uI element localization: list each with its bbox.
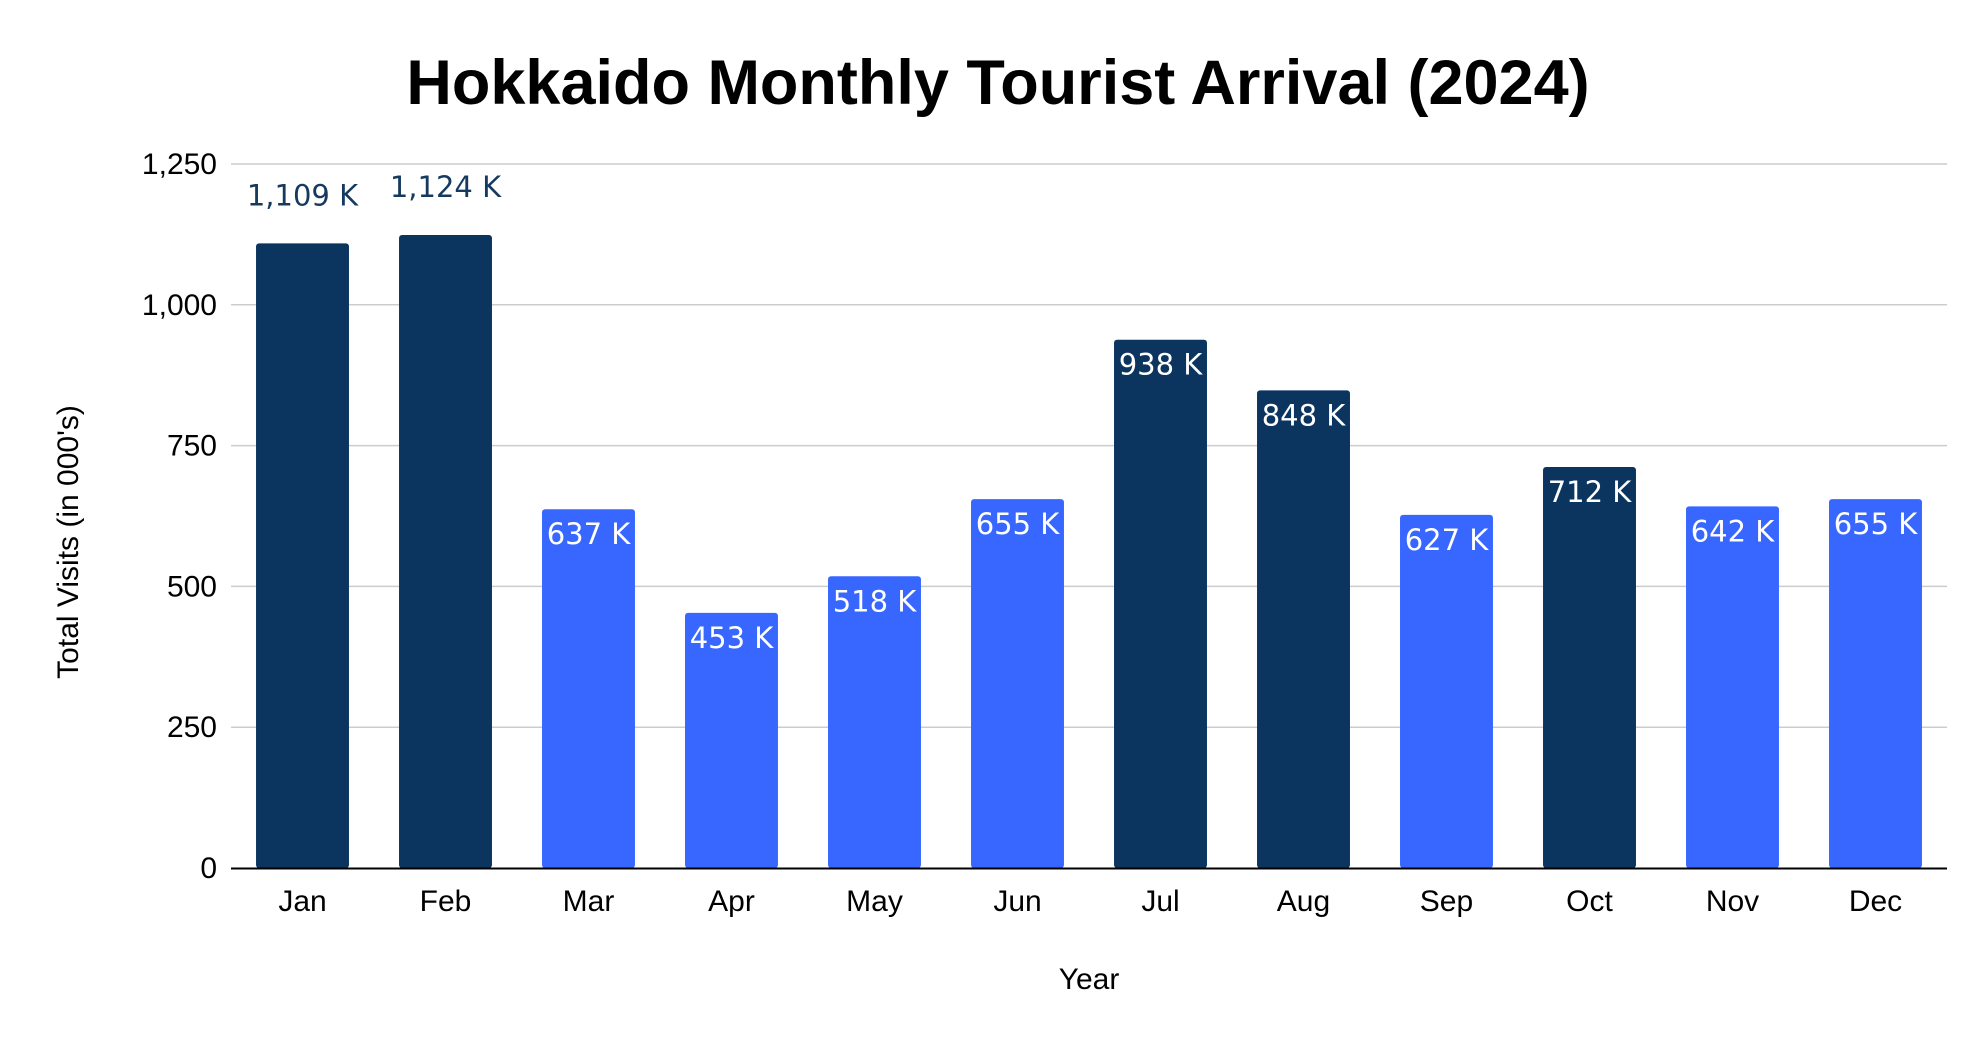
x-tick-label: Jan [278, 885, 326, 918]
x-axis-ticks: Jan Feb Mar Apr May Jun Jul Aug Sep Oct Nov Dec [278, 885, 1902, 918]
data-label: 938 K [1119, 348, 1204, 382]
data-label: 453 K [690, 621, 775, 655]
bar-dec [1829, 499, 1922, 868]
y-tick-label: 250 [167, 711, 217, 744]
bars [256, 234, 1922, 869]
x-axis-title: Year [1059, 963, 1120, 996]
x-tick-label: Aug [1277, 885, 1330, 918]
bar-sep [1400, 514, 1493, 868]
bar-feb [399, 234, 492, 868]
y-tick-label: 500 [167, 570, 217, 603]
bar-jul [1114, 339, 1207, 869]
data-label: 637 K [547, 517, 632, 551]
x-tick-label: Dec [1849, 885, 1902, 918]
x-tick-label: Feb [420, 885, 472, 918]
chart-title: Hokkaido Monthly Tourist Arrival (2024) [406, 48, 1589, 118]
x-tick-label: Nov [1706, 885, 1759, 918]
data-label: 712 K [1548, 475, 1633, 509]
y-axis-ticks: 0 250 500 750 1,000 1,250 [142, 148, 217, 885]
data-label: 655 K [1834, 507, 1919, 541]
x-tick-label: Jun [993, 885, 1041, 918]
y-tick-label: 0 [200, 852, 217, 885]
bar-jan [256, 243, 349, 868]
x-tick-label: Oct [1566, 885, 1613, 918]
bar-apr [685, 612, 778, 868]
bar-mar [542, 509, 635, 868]
x-tick-label: Mar [563, 885, 615, 918]
data-labels: 1,109 K 1,124 K 637 K 453 K 518 K 655 K 938 K 8… [247, 170, 1918, 655]
gridlines [231, 163, 1947, 728]
y-tick-label: 1,000 [142, 289, 217, 322]
bar-nov [1686, 506, 1779, 868]
data-label: 518 K [833, 584, 918, 618]
data-label: 642 K [1691, 514, 1776, 548]
bar-jun [971, 499, 1064, 868]
y-tick-label: 1,250 [142, 148, 217, 181]
x-tick-label: May [846, 885, 903, 918]
data-label: 655 K [976, 507, 1061, 541]
bar-aug [1257, 390, 1350, 868]
data-label: 1,109 K [247, 178, 359, 212]
data-label: 1,124 K [390, 170, 502, 204]
data-label: 848 K [1262, 398, 1347, 432]
y-axis-title: Total Visits (in 000's) [52, 405, 85, 679]
x-tick-label: Apr [708, 885, 755, 918]
data-label: 627 K [1405, 523, 1490, 557]
bar-oct [1543, 467, 1636, 868]
y-tick-label: 750 [167, 430, 217, 463]
x-tick-label: Sep [1420, 885, 1473, 918]
bar-may [828, 576, 921, 868]
x-tick-label: Jul [1141, 885, 1179, 918]
